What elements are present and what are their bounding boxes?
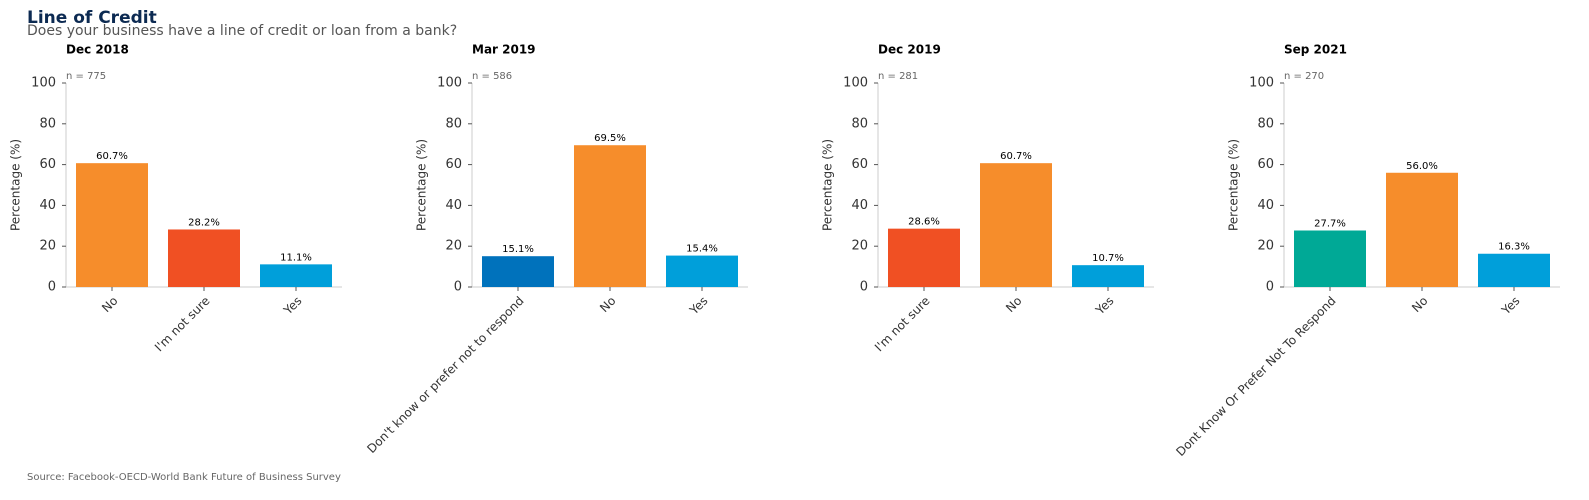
x-tick-label: I'm not sure [152,294,213,355]
value-label: 15.1% [502,244,534,255]
y-tick-label: 80 [1257,116,1274,131]
x-tick-label: No [1409,294,1430,315]
bar [1072,265,1144,287]
y-tick-label: 20 [1257,239,1274,254]
value-label: 56.0% [1406,161,1438,172]
page-subtitle: Does your business have a line of credit… [27,23,457,39]
y-axis-label: Percentage (%) [1227,139,1241,231]
y-axis-label: Percentage (%) [9,139,23,231]
y-tick-label: 20 [445,239,462,254]
y-tick-label: 100 [437,76,462,91]
value-label: 15.4% [686,244,718,255]
source: Source: Facebook-OECD-World Bank Future … [27,472,341,483]
bar [574,145,646,287]
x-tick-label: Yes [686,294,710,318]
bar [888,228,960,287]
y-tick-label: 60 [851,157,868,172]
value-label: 16.3% [1498,242,1530,253]
bar [1478,253,1550,287]
panel-title: Mar 2019 [472,43,536,57]
y-axis-label: Percentage (%) [415,139,429,231]
sample-size: n = 775 [66,71,106,82]
page-title: Line of Credit [27,8,157,28]
y-tick-label: 100 [843,76,868,91]
bar [76,163,148,287]
value-label: 27.7% [1314,218,1346,229]
panel-title: Sep 2021 [1284,43,1347,57]
y-tick-label: 40 [1257,198,1274,213]
x-tick-label: Yes [1092,294,1116,318]
bar [168,229,240,287]
y-tick-label: 100 [1249,76,1274,91]
y-tick-label: 60 [39,157,56,172]
y-tick-label: 80 [445,116,462,131]
y-tick-label: 40 [445,198,462,213]
x-tick-label: Don't know or prefer not to respond [364,294,526,456]
sample-size: n = 586 [472,71,512,82]
value-label: 60.7% [1000,151,1032,162]
y-tick-label: 100 [31,76,56,91]
value-label: 28.2% [188,217,220,228]
y-tick-label: 20 [39,239,56,254]
y-tick-label: 80 [39,116,56,131]
panel-title: Dec 2019 [878,43,941,57]
bar [1294,230,1366,287]
y-tick-label: 0 [48,280,56,295]
y-tick-label: 20 [851,239,868,254]
y-tick-label: 80 [851,116,868,131]
x-tick-label: Dont Know Or Prefer Not To Respond [1173,294,1338,459]
y-axis-label: Percentage (%) [821,139,835,231]
y-tick-label: 0 [1266,280,1274,295]
x-tick-label: I'm not sure [872,294,933,355]
bar [260,264,332,287]
sample-size: n = 281 [878,71,918,82]
value-label: 11.1% [280,252,312,263]
x-tick-label: No [99,294,120,315]
value-label: 10.7% [1092,253,1124,264]
x-tick-label: Yes [280,294,304,318]
panel-title: Dec 2018 [66,43,129,57]
bar [666,255,738,287]
y-tick-label: 40 [39,198,56,213]
x-tick-label: No [597,294,618,315]
bar [482,256,554,287]
y-tick-label: 60 [445,157,462,172]
bar [980,163,1052,287]
bar [1386,172,1458,287]
y-tick-label: 0 [454,280,462,295]
y-tick-label: 60 [1257,157,1274,172]
value-label: 69.5% [594,133,626,144]
sample-size: n = 270 [1284,71,1324,82]
x-tick-label: No [1003,294,1024,315]
value-label: 60.7% [96,151,128,162]
value-label: 28.6% [908,217,940,228]
y-tick-label: 0 [860,280,868,295]
y-tick-label: 40 [851,198,868,213]
x-tick-label: Yes [1498,294,1522,318]
